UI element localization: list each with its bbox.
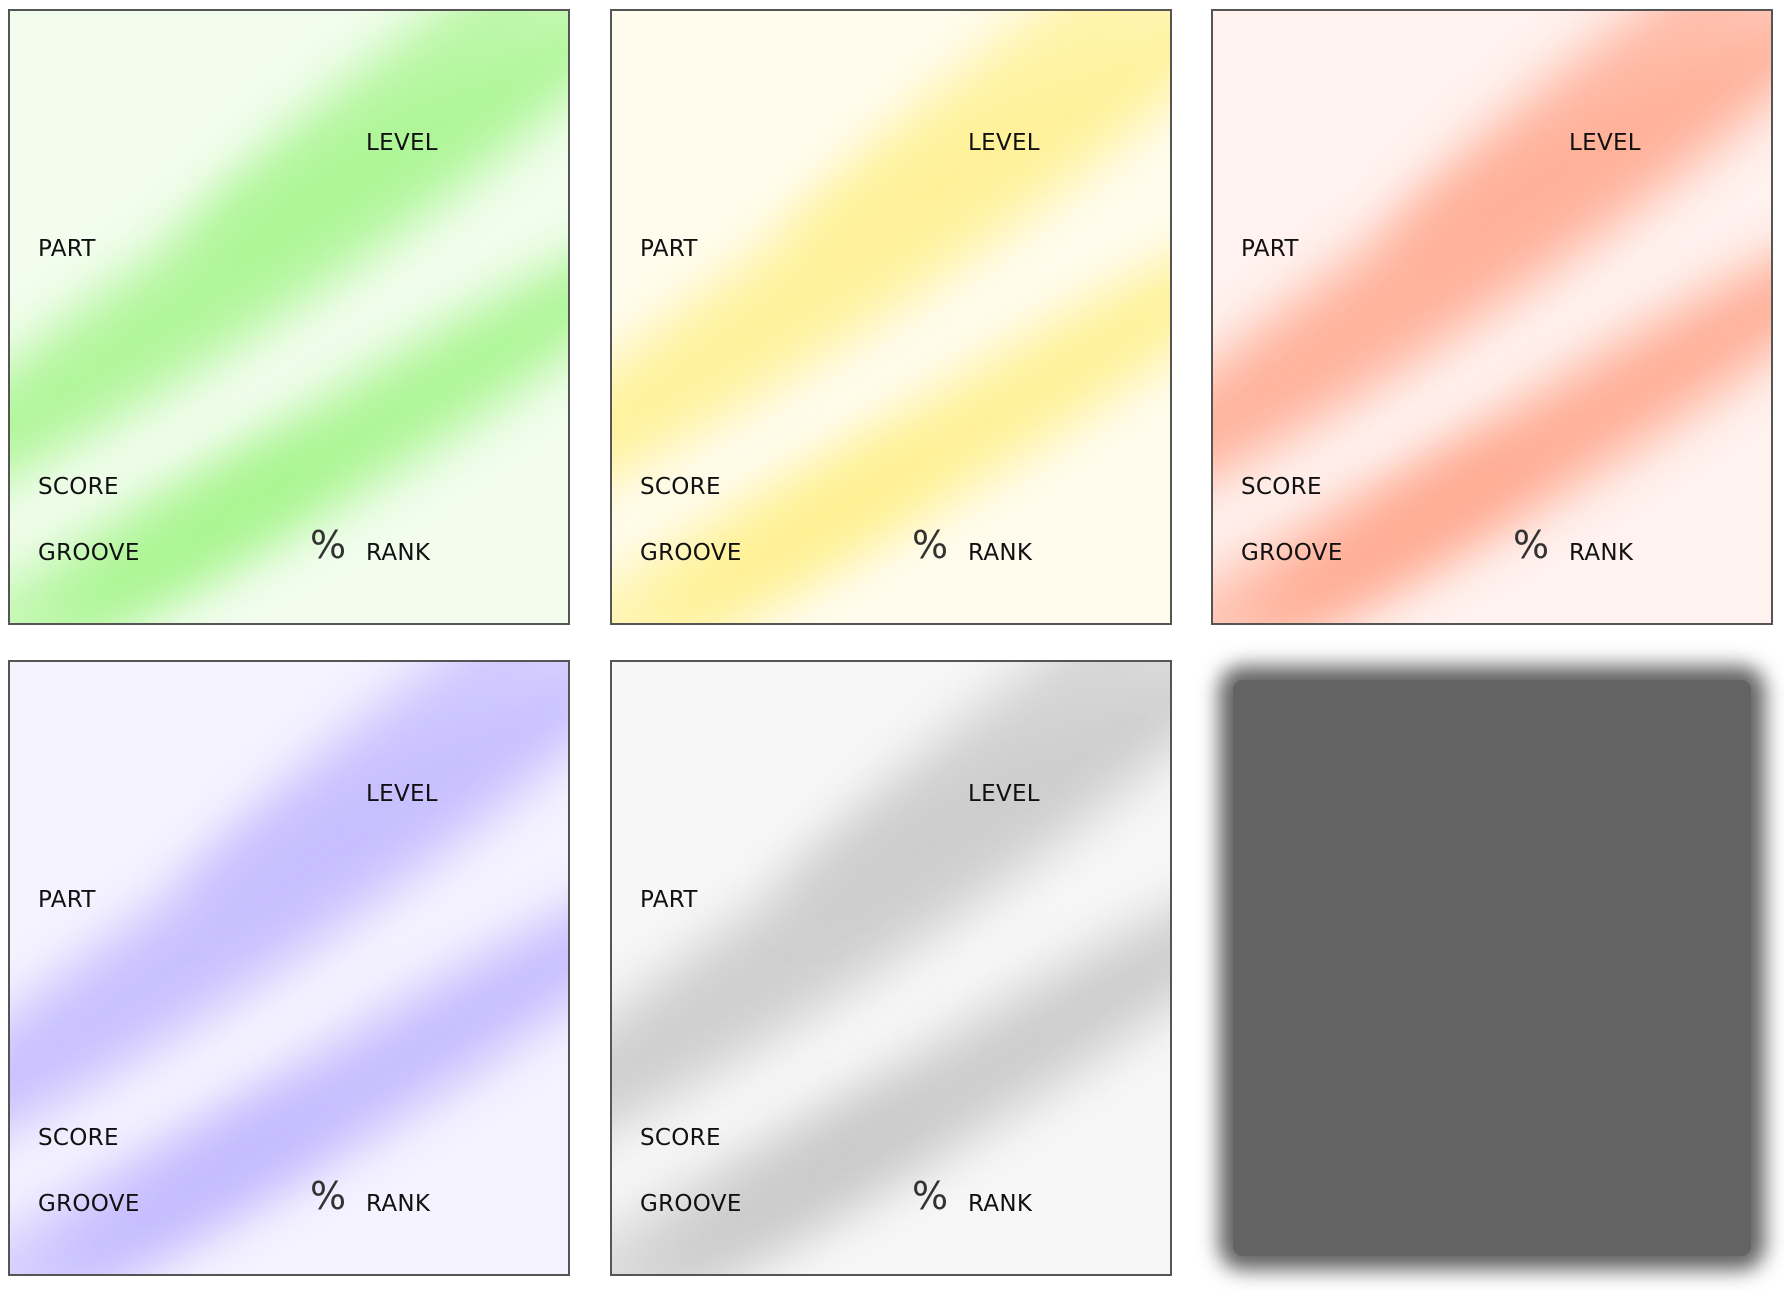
panel-background	[612, 662, 1170, 1274]
rank-label: RANK	[968, 1191, 1033, 1217]
part-label: PART	[640, 887, 698, 913]
percent-icon: %	[310, 1174, 347, 1218]
theme-panel-gray[interactable]: LEVEL PART SCORE GROOVE % RANK	[610, 660, 1172, 1276]
dark-placeholder-tile[interactable]	[1211, 660, 1773, 1276]
level-label: LEVEL	[968, 130, 1040, 156]
percent-icon: %	[310, 523, 347, 567]
rank-label: RANK	[366, 540, 431, 566]
theme-panel-red[interactable]: LEVEL PART SCORE GROOVE % RANK	[1211, 9, 1773, 625]
panel-background	[10, 11, 568, 623]
dark-placeholder-fill	[1233, 680, 1751, 1256]
level-label: LEVEL	[1569, 130, 1641, 156]
rank-label: RANK	[366, 1191, 431, 1217]
part-label: PART	[640, 236, 698, 262]
groove-label: GROOVE	[640, 1191, 742, 1217]
part-label: PART	[38, 236, 96, 262]
groove-label: GROOVE	[1241, 540, 1343, 566]
groove-label: GROOVE	[38, 1191, 140, 1217]
percent-icon: %	[1513, 523, 1550, 567]
percent-icon: %	[912, 523, 949, 567]
groove-label: GROOVE	[640, 540, 742, 566]
panel-background	[612, 11, 1170, 623]
theme-panel-yellow[interactable]: LEVEL PART SCORE GROOVE % RANK	[610, 9, 1172, 625]
score-label: SCORE	[640, 474, 721, 500]
score-label: SCORE	[1241, 474, 1322, 500]
panel-background	[10, 662, 568, 1274]
rank-label: RANK	[968, 540, 1033, 566]
theme-panel-green[interactable]: LEVEL PART SCORE GROOVE % RANK	[8, 9, 570, 625]
groove-label: GROOVE	[38, 540, 140, 566]
percent-icon: %	[912, 1174, 949, 1218]
level-label: LEVEL	[968, 781, 1040, 807]
score-label: SCORE	[38, 474, 119, 500]
panel-background	[1213, 11, 1771, 623]
part-label: PART	[38, 887, 96, 913]
score-label: SCORE	[640, 1125, 721, 1151]
rank-label: RANK	[1569, 540, 1634, 566]
theme-panel-purple[interactable]: LEVEL PART SCORE GROOVE % RANK	[8, 660, 570, 1276]
score-label: SCORE	[38, 1125, 119, 1151]
level-label: LEVEL	[366, 781, 438, 807]
level-label: LEVEL	[366, 130, 438, 156]
part-label: PART	[1241, 236, 1299, 262]
